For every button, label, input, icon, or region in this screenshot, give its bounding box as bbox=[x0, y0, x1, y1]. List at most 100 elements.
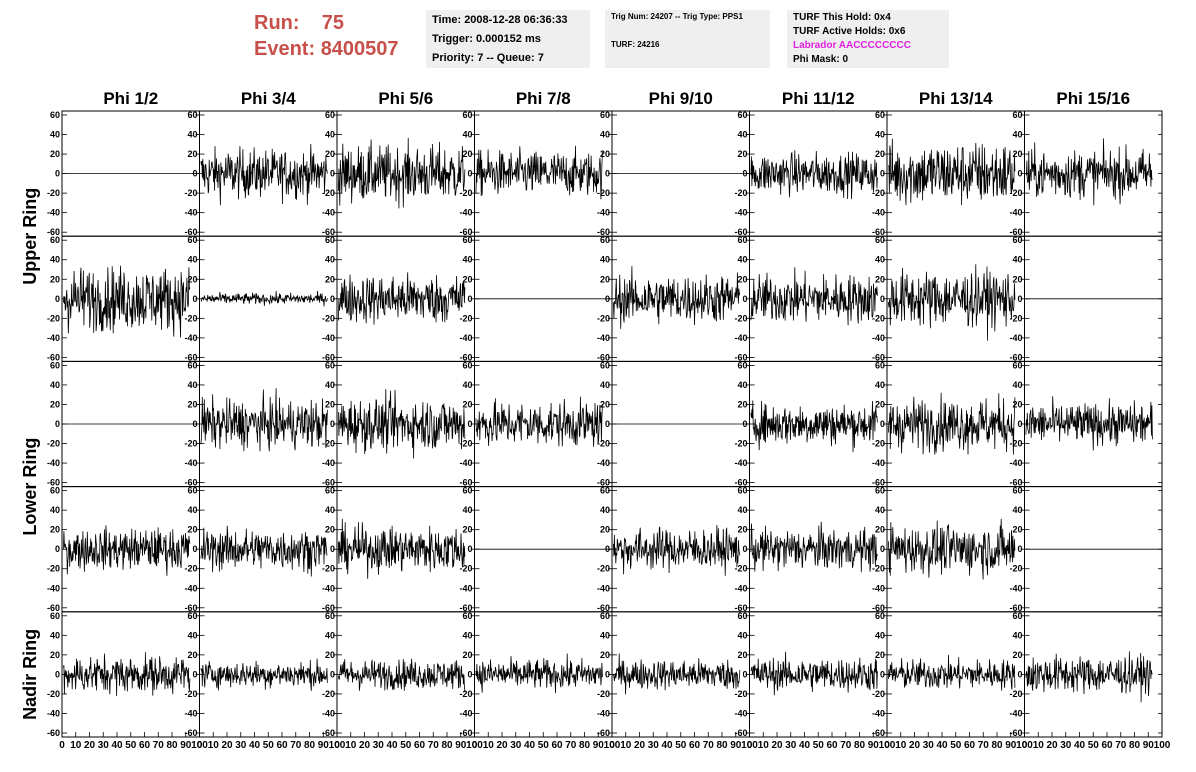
y-tick-label: 0 bbox=[467, 294, 472, 304]
x-tick-label: 30 bbox=[98, 740, 110, 751]
x-tick-label: 10 bbox=[70, 740, 82, 751]
y-tick-label: 60 bbox=[50, 611, 60, 621]
y-tick-label: 40 bbox=[187, 505, 197, 515]
y-tick-label: 0 bbox=[55, 294, 60, 304]
y-tick-label: 60 bbox=[50, 360, 60, 370]
ring-label: Nadir Ring bbox=[20, 629, 40, 720]
x-tick-label: 70 bbox=[565, 740, 577, 751]
x-tick-label: 80 bbox=[166, 740, 178, 751]
y-tick-label: -40 bbox=[597, 458, 610, 468]
waveform-trace bbox=[338, 137, 466, 209]
ring-label: Upper Ring bbox=[20, 188, 40, 285]
y-tick-label: 40 bbox=[875, 255, 885, 265]
y-tick-label: 40 bbox=[50, 255, 60, 265]
y-tick-label: 20 bbox=[600, 149, 610, 159]
run-label: Run: bbox=[254, 12, 300, 34]
y-tick-label: -60 bbox=[47, 227, 60, 237]
y-tick-label: 60 bbox=[325, 360, 335, 370]
y-tick-label: -40 bbox=[322, 458, 335, 468]
y-tick-label: 0 bbox=[1017, 419, 1022, 429]
x-tick-label: 50 bbox=[263, 740, 275, 751]
y-tick-label: -20 bbox=[322, 188, 335, 198]
x-tick-label: 90 bbox=[455, 740, 467, 751]
x-tick-label: 90 bbox=[868, 740, 880, 751]
y-tick-label: 60 bbox=[187, 486, 197, 496]
y-tick-label: 40 bbox=[737, 130, 747, 140]
y-tick-label: -20 bbox=[597, 689, 610, 699]
y-tick-label: -60 bbox=[1009, 728, 1022, 738]
y-tick-label: -40 bbox=[872, 333, 885, 343]
x-tick-label: 0 bbox=[59, 740, 65, 751]
y-tick-label: -20 bbox=[1009, 439, 1022, 449]
y-tick-label: -60 bbox=[597, 352, 610, 362]
x-tick-label: 30 bbox=[510, 740, 522, 751]
y-tick-label: -40 bbox=[47, 458, 60, 468]
y-tick-label: 20 bbox=[462, 650, 472, 660]
x-tick-label: 90 bbox=[593, 740, 605, 751]
x-tick-label: 50 bbox=[1088, 740, 1100, 751]
y-tick-label: -60 bbox=[322, 227, 335, 237]
x-tick-label: 70 bbox=[840, 740, 852, 751]
y-tick-label: 20 bbox=[325, 525, 335, 535]
x-tick-label: 40 bbox=[1074, 740, 1086, 751]
column-title: Phi 9/10 bbox=[649, 89, 713, 108]
waveform-trace bbox=[200, 388, 328, 452]
y-tick-label: 60 bbox=[737, 611, 747, 621]
waveform-trace bbox=[200, 658, 328, 691]
y-tick-label: 40 bbox=[462, 130, 472, 140]
y-tick-label: 40 bbox=[50, 380, 60, 390]
column-title: Phi 1/2 bbox=[103, 89, 158, 108]
x-tick-label: 20 bbox=[909, 740, 921, 751]
x-tick-label: 70 bbox=[290, 740, 302, 751]
x-tick-label: 0 bbox=[609, 740, 615, 751]
column-title: Phi 3/4 bbox=[241, 89, 296, 108]
y-tick-label: 40 bbox=[325, 130, 335, 140]
y-tick-label: 0 bbox=[330, 669, 335, 679]
y-tick-label: 20 bbox=[737, 399, 747, 409]
y-tick-label: -40 bbox=[734, 458, 747, 468]
y-tick-label: 0 bbox=[880, 419, 885, 429]
y-tick-label: 0 bbox=[330, 419, 335, 429]
y-tick-label: 60 bbox=[875, 486, 885, 496]
waveform-trace bbox=[200, 143, 328, 206]
y-tick-label: -60 bbox=[459, 227, 472, 237]
y-tick-label: 20 bbox=[187, 525, 197, 535]
x-tick-label: 50 bbox=[813, 740, 825, 751]
y-tick-label: 60 bbox=[875, 360, 885, 370]
y-tick-label: 0 bbox=[605, 419, 610, 429]
y-tick-label: 0 bbox=[742, 169, 747, 179]
y-tick-label: 40 bbox=[462, 380, 472, 390]
y-tick-label: 40 bbox=[50, 130, 60, 140]
x-tick-label: 10 bbox=[1033, 740, 1045, 751]
y-tick-label: 0 bbox=[330, 169, 335, 179]
y-tick-label: -20 bbox=[872, 439, 885, 449]
x-tick-label: 100 bbox=[1016, 740, 1033, 751]
x-tick-label: 90 bbox=[730, 740, 742, 751]
x-tick-label: 40 bbox=[661, 740, 673, 751]
waveform-trace bbox=[1025, 651, 1153, 703]
y-tick-label: -20 bbox=[184, 689, 197, 699]
y-tick-label: -60 bbox=[184, 352, 197, 362]
y-tick-label: 60 bbox=[875, 611, 885, 621]
x-tick-label: 30 bbox=[373, 740, 385, 751]
x-tick-label: 50 bbox=[400, 740, 412, 751]
column-title: Phi 11/12 bbox=[782, 89, 855, 108]
y-tick-label: 40 bbox=[1012, 255, 1022, 265]
y-tick-label: -40 bbox=[734, 708, 747, 718]
x-tick-label: 70 bbox=[428, 740, 440, 751]
column-title: Phi 7/8 bbox=[516, 89, 571, 108]
x-tick-label: 90 bbox=[318, 740, 330, 751]
y-tick-label: -60 bbox=[734, 728, 747, 738]
x-tick-label: 20 bbox=[84, 740, 96, 751]
y-tick-label: 60 bbox=[875, 235, 885, 245]
y-tick-label: -40 bbox=[47, 333, 60, 343]
x-tick-label: 80 bbox=[854, 740, 866, 751]
x-tick-label: 70 bbox=[1115, 740, 1127, 751]
y-tick-label: 40 bbox=[462, 630, 472, 640]
y-tick-label: -40 bbox=[734, 583, 747, 593]
y-tick-label: 0 bbox=[55, 419, 60, 429]
x-tick-label: 0 bbox=[334, 740, 340, 751]
y-tick-label: -60 bbox=[872, 227, 885, 237]
y-tick-label: -40 bbox=[459, 333, 472, 343]
y-tick-label: -40 bbox=[459, 583, 472, 593]
